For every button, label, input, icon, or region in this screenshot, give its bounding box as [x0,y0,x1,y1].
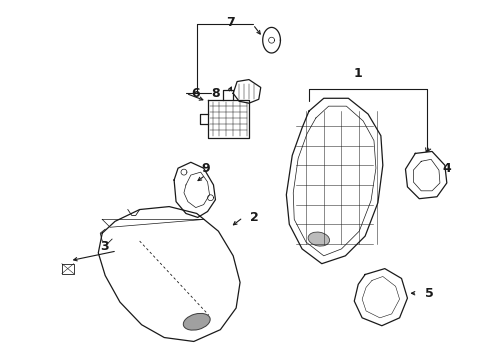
Ellipse shape [307,232,329,246]
Text: 2: 2 [250,211,259,224]
Text: 5: 5 [424,287,432,300]
Text: 3: 3 [100,240,108,253]
Text: 6: 6 [191,87,200,100]
Text: 8: 8 [211,87,219,100]
Text: 9: 9 [201,162,209,175]
Text: 1: 1 [353,67,362,80]
Text: 7: 7 [225,16,234,29]
Ellipse shape [183,313,210,330]
Text: 4: 4 [442,162,450,175]
